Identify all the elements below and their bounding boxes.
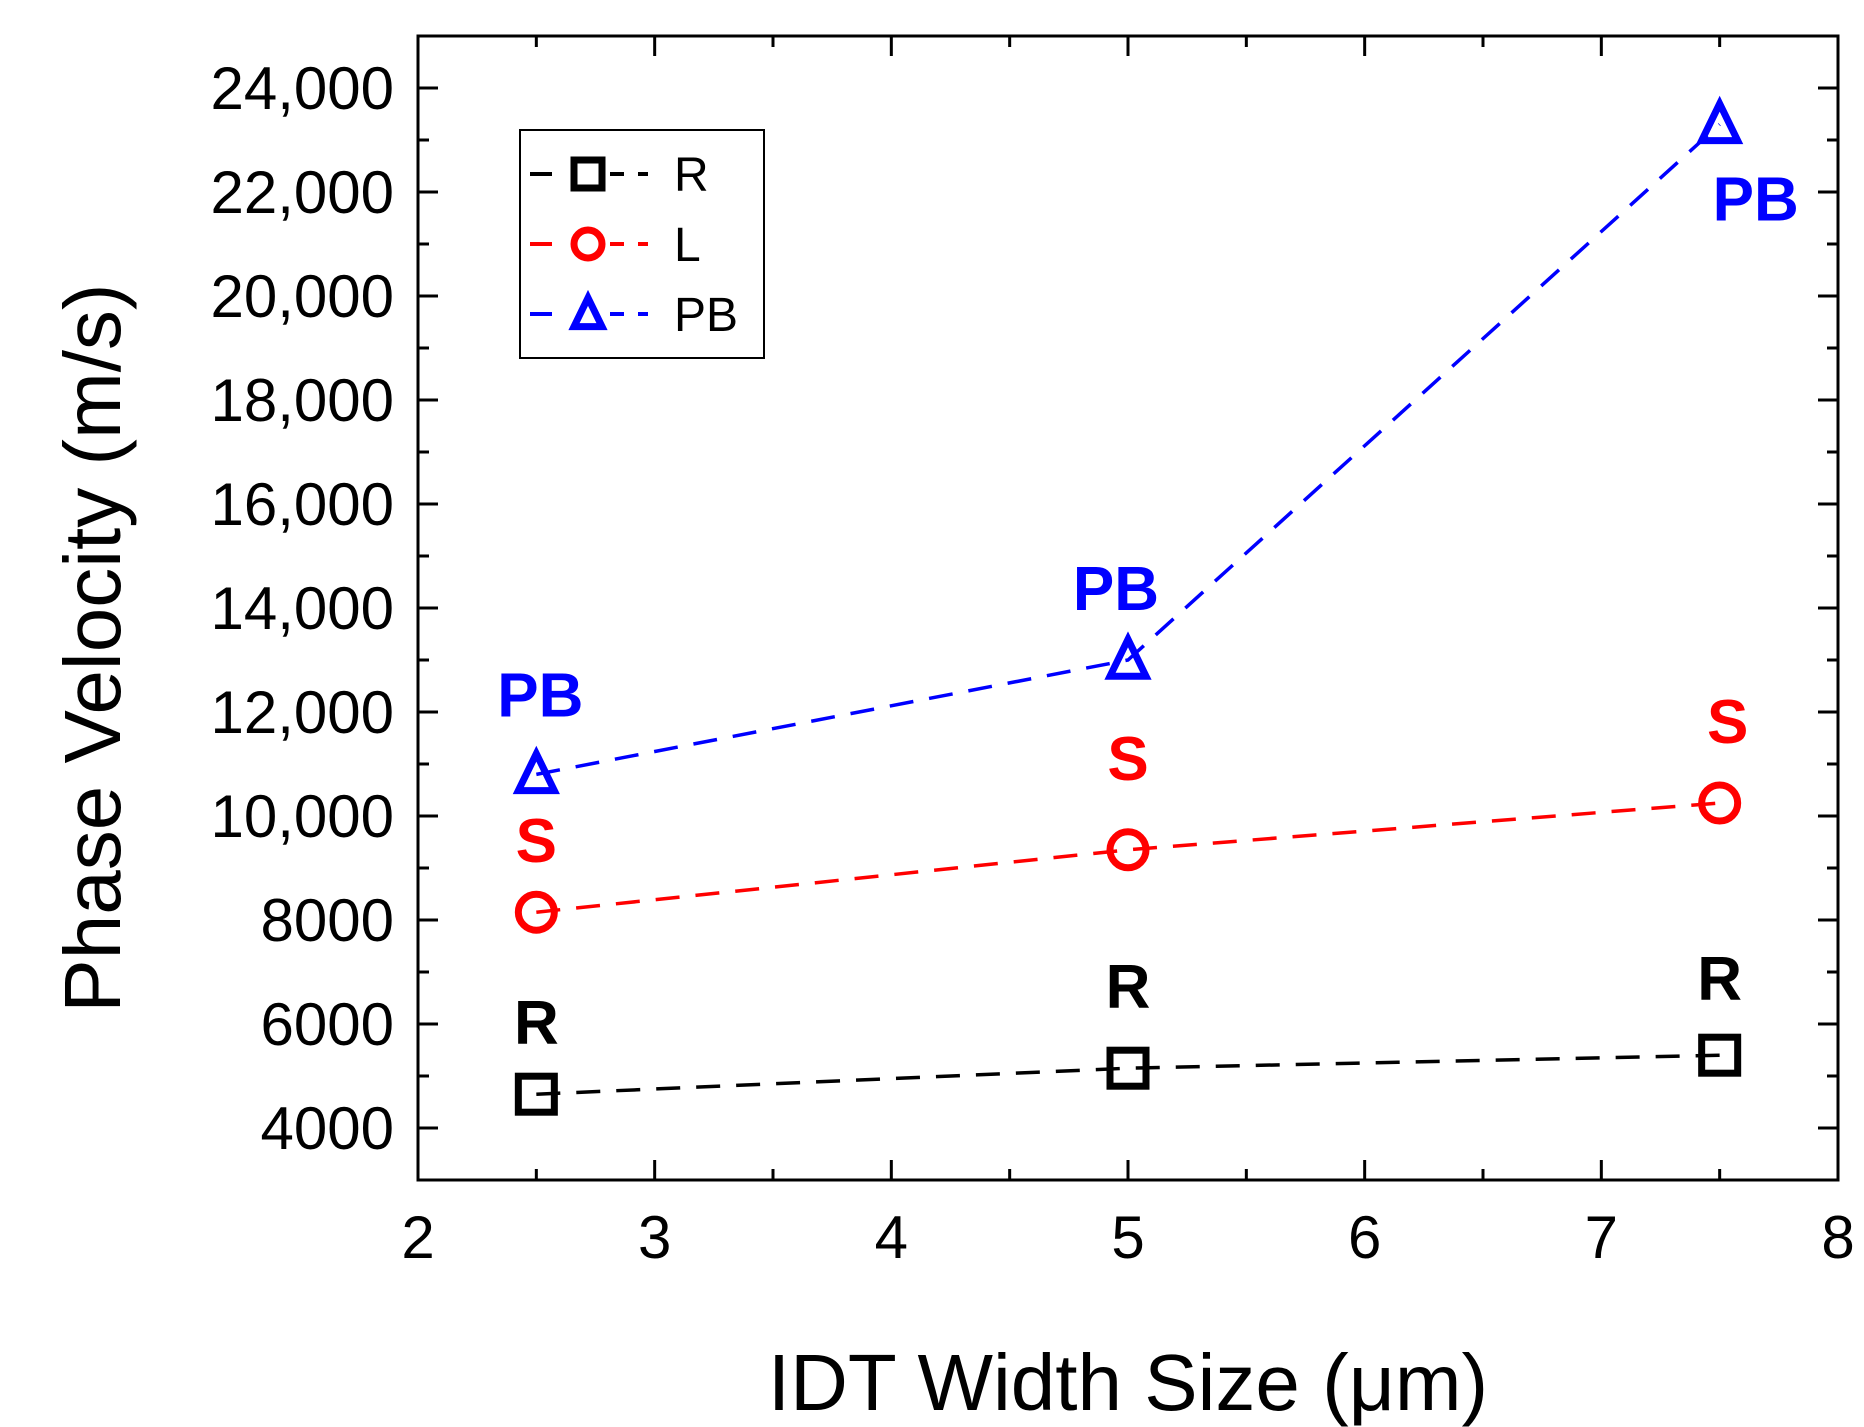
- y-tick-label: 4000: [261, 1095, 394, 1162]
- legend: RL PB: [519, 129, 765, 359]
- point-label-r: R: [1106, 953, 1151, 1022]
- point-label-l: S: [516, 807, 557, 876]
- y-tick-label: 8000: [261, 887, 394, 954]
- data-point-l: [514, 890, 558, 934]
- data-point-r: [514, 1072, 558, 1116]
- point-label-r: R: [514, 989, 559, 1058]
- point-label-pb: PB: [1713, 165, 1799, 234]
- point-label-l: S: [1707, 688, 1748, 757]
- legend-label-pb: PB: [674, 289, 738, 342]
- y-tick-label: 6000: [261, 991, 394, 1058]
- legend-label-r: R: [674, 149, 709, 202]
- data-point-r: [1698, 1033, 1742, 1077]
- x-axis-title: IDT Width Size (μm): [768, 1338, 1488, 1427]
- x-tick-label: 6: [1348, 1204, 1381, 1271]
- y-tick-label: 12,000: [210, 679, 394, 746]
- data-point-pb: [512, 745, 560, 795]
- y-tick-label: 24,000: [210, 55, 394, 122]
- data-point-pb: [1104, 631, 1152, 680]
- y-tick-label: 16,000: [210, 471, 394, 538]
- point-label-pb: PB: [1073, 555, 1159, 624]
- series-line-l: [536, 801, 1720, 914]
- y-tick-label: 18,000: [210, 367, 394, 434]
- y-tick-label: 14,000: [210, 575, 394, 642]
- point-label-l: S: [1107, 725, 1148, 794]
- series-line-pb: [536, 123, 1721, 777]
- point-label-pb: PB: [497, 661, 583, 730]
- data-point-l: [1698, 781, 1742, 825]
- point-label-r: R: [1697, 945, 1742, 1014]
- legend-marker-r: [570, 156, 606, 192]
- x-tick-label: 2: [401, 1204, 434, 1271]
- x-tick-label: 7: [1585, 1204, 1618, 1271]
- plot-area: 2 3 4 5 6 7 8 4000 6000 8000 10,000 12,000 14,000 16,…: [210, 34, 1855, 1271]
- data-point-pb: [1696, 95, 1744, 145]
- legend-marker-pb: [568, 289, 608, 331]
- y-tick-label: 10,000: [210, 783, 394, 850]
- legend-marker-l: [570, 226, 606, 262]
- x-tick-label: 5: [1111, 1204, 1144, 1271]
- x-tick-label: 3: [638, 1204, 671, 1271]
- legend-label-l: L: [674, 219, 701, 272]
- data-point-r: [1106, 1046, 1150, 1090]
- y-axis-title: Phase Velocity (m/s): [48, 283, 137, 1012]
- x-tick-label: 8: [1821, 1204, 1854, 1271]
- y-tick-label: 22,000: [210, 159, 394, 226]
- x-tick-label: 4: [875, 1204, 908, 1271]
- data-point-l: [1106, 828, 1150, 872]
- y-tick-label: 20,000: [210, 263, 394, 330]
